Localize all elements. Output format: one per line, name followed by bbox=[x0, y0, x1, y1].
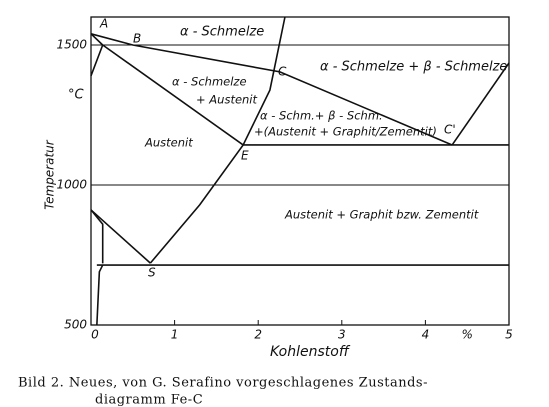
phase-line bbox=[90, 33, 453, 146]
annotation: Austenit bbox=[144, 136, 193, 150]
x-axis-label: Kohlenstoff bbox=[270, 344, 351, 360]
annotation: A bbox=[99, 17, 108, 31]
phase-line bbox=[102, 44, 244, 146]
x-unit: % bbox=[461, 328, 472, 342]
phase-line bbox=[90, 33, 104, 77]
annotation: C bbox=[278, 65, 287, 79]
phase-line bbox=[96, 264, 104, 326]
annotation: E bbox=[241, 149, 249, 163]
annotation: Austenit + Graphit bzw. Zementit bbox=[284, 208, 479, 222]
annotation: α - Schmelze bbox=[180, 25, 264, 40]
y-tick-label: 1000 bbox=[56, 178, 87, 192]
y-tick-label: 500 bbox=[64, 318, 87, 332]
phase-line bbox=[90, 209, 104, 264]
phase-line bbox=[90, 209, 151, 264]
annotation: + Austenit bbox=[196, 93, 258, 107]
annotation: +(Austenit + Graphit/Zementit) bbox=[254, 125, 437, 139]
y-unit: °C bbox=[68, 88, 85, 103]
x-tick-label: 5 bbox=[505, 328, 513, 342]
caption: diagramm Fe-C bbox=[95, 393, 203, 407]
phase-line bbox=[451, 62, 510, 146]
x-tick-label: 0 bbox=[91, 328, 99, 342]
annotation: α - Schm.+ β - Schm. bbox=[260, 109, 383, 123]
annotation: S bbox=[148, 266, 156, 280]
annotation: α - Schmelze bbox=[172, 75, 247, 89]
y-axis-label: Temperatur bbox=[43, 139, 57, 210]
x-tick-label: 1 bbox=[171, 328, 179, 342]
x-tick-label: 2 bbox=[254, 328, 262, 342]
annotation: α - Schmelze + β - Schmelze bbox=[320, 60, 507, 75]
phase-line bbox=[149, 16, 286, 264]
y-tick-label: 1500 bbox=[56, 38, 87, 52]
annotation: B bbox=[133, 32, 141, 46]
annotation: C' bbox=[444, 123, 456, 137]
x-tick-label: 3 bbox=[338, 328, 346, 342]
x-tick-label: 4 bbox=[422, 328, 430, 342]
caption: Bild 2. Neues, von G. Serafino vorgeschl… bbox=[18, 376, 428, 391]
